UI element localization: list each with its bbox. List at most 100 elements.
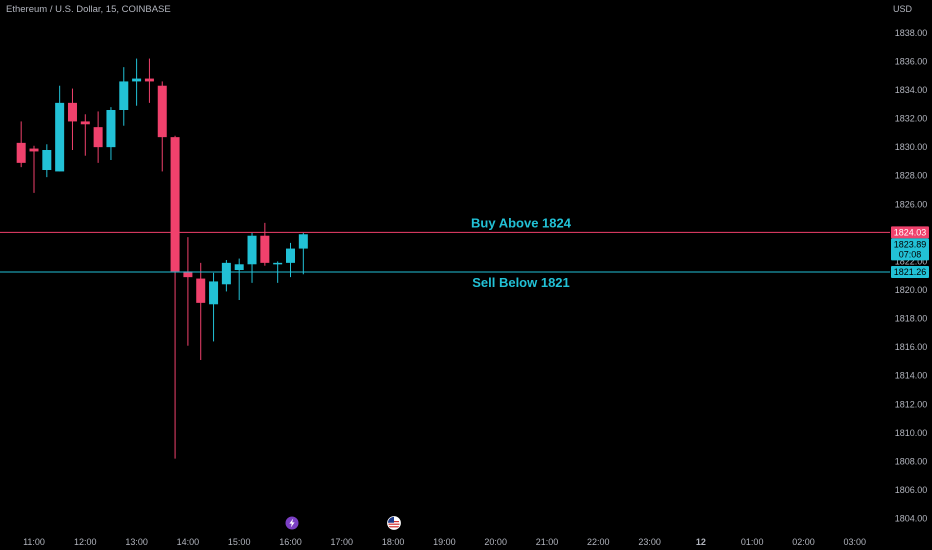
candle — [170, 135, 180, 459]
candle-body — [183, 271, 193, 278]
candle — [286, 242, 295, 278]
candle — [157, 81, 167, 172]
sell-price-tag: 1821.26 — [891, 266, 929, 278]
time-tick-label: 16:00 — [279, 537, 302, 547]
candle-body — [273, 262, 283, 265]
candle — [93, 111, 103, 163]
last-price-tag-bg — [891, 238, 929, 261]
candle-body — [55, 102, 65, 172]
candle-body — [119, 81, 129, 110]
last-price-tag-text: 07:08 — [899, 249, 922, 259]
buy-annotation: Buy Above 1824 — [471, 215, 572, 230]
candle — [42, 144, 52, 178]
candle — [234, 258, 244, 300]
candle-body — [247, 235, 257, 265]
buy-price-tag: 1824.03 — [891, 226, 929, 239]
time-tick-label: 20:00 — [484, 537, 507, 547]
price-tick-label: 1818.00 — [895, 314, 928, 324]
candle-body — [67, 102, 77, 122]
candle — [144, 58, 154, 103]
candle — [298, 232, 308, 275]
candle-body — [196, 278, 206, 303]
time-tick-label: 14:00 — [177, 537, 200, 547]
candle-body — [157, 85, 167, 138]
candle-body — [106, 110, 116, 148]
sell-annotation: Sell Below 1821 — [472, 275, 570, 290]
currency-label[interactable]: USD — [892, 4, 912, 14]
time-tick-label: 02:00 — [792, 537, 815, 547]
candles-layer — [16, 58, 308, 459]
price-tick-label: 1822.00 — [895, 256, 928, 266]
candle — [80, 114, 90, 156]
candle — [260, 222, 270, 266]
time-tick-label: 18:00 — [382, 537, 405, 547]
time-tick-label: 23:00 — [638, 537, 661, 547]
price-tick-label: 1832.00 — [895, 114, 928, 124]
price-tick-label: 1830.00 — [895, 142, 928, 152]
buy-price-tag-bg — [891, 226, 929, 239]
buy-price-tag-text: 1824.03 — [894, 227, 927, 237]
price-tick-label: 1816.00 — [895, 342, 928, 352]
time-tick-label: 12 — [696, 537, 706, 547]
time-tick-label: 19:00 — [433, 537, 456, 547]
price-tick-label: 1804.00 — [895, 514, 928, 524]
candle — [55, 85, 65, 172]
time-tick-label: 01:00 — [741, 537, 764, 547]
price-tick-label: 1826.00 — [895, 199, 928, 209]
candle — [132, 58, 142, 106]
price-tick-label: 1806.00 — [895, 485, 928, 495]
time-tick-label: 11:00 — [23, 537, 45, 547]
price-tick-label: 1808.00 — [895, 456, 928, 466]
candle-body — [234, 264, 244, 270]
candle — [29, 145, 39, 193]
candle-body — [42, 150, 52, 170]
time-tick-label: 15:00 — [228, 537, 251, 547]
candle-body — [16, 142, 26, 163]
candle-body — [209, 281, 219, 305]
candle-body — [29, 148, 39, 152]
price-tick-label: 1828.00 — [895, 171, 928, 181]
time-tick-label: 22:00 — [587, 537, 610, 547]
candle-body — [298, 234, 308, 249]
candle-body — [170, 137, 180, 272]
horizontal-lines-layer: Buy Above 1824 Sell Below 1821 — [0, 215, 890, 290]
candle — [196, 262, 206, 360]
candle — [67, 88, 77, 150]
price-tick-label: 1834.00 — [895, 85, 928, 95]
time-tick-label: 13:00 — [125, 537, 148, 547]
time-tick-label: 17:00 — [331, 537, 354, 547]
candle-body — [93, 127, 103, 148]
candle — [221, 260, 231, 292]
time-tick-label: 03:00 — [844, 537, 867, 547]
candle — [106, 107, 116, 160]
sell-price-tag-text: 1821.26 — [894, 267, 927, 277]
sell-price-tag-bg — [891, 266, 929, 278]
price-tick-label: 1812.00 — [895, 399, 928, 409]
last-price-tag-text: 1823.89 — [894, 239, 927, 249]
price-tick-label: 1838.00 — [895, 28, 928, 38]
candle-body — [286, 248, 295, 263]
candle — [119, 67, 129, 126]
price-tick-label: 1820.00 — [895, 285, 928, 295]
chart-title: Ethereum / U.S. Dollar, 15, COINBASE — [6, 4, 171, 15]
candle-body — [80, 121, 90, 125]
us-flag-icon[interactable] — [387, 516, 401, 530]
candle — [183, 237, 193, 346]
candle-body — [260, 235, 270, 263]
candle — [209, 272, 219, 342]
candle — [247, 232, 257, 283]
candle-body — [144, 78, 154, 82]
candle-body — [132, 78, 142, 82]
time-tick-label: 12:00 — [74, 537, 97, 547]
lightning-icon[interactable] — [285, 516, 299, 530]
candle-body — [221, 262, 231, 285]
price-tick-label: 1810.00 — [895, 428, 928, 438]
time-axis[interactable]: 11:00 12:00 13:00 14:00 15:00 16:00 17:00 18:00… — [23, 537, 866, 547]
candle — [16, 121, 26, 168]
time-tick-label: 21:00 — [536, 537, 559, 547]
price-tick-label: 1814.00 — [895, 371, 928, 381]
price-tick-label: 1836.00 — [895, 56, 928, 66]
